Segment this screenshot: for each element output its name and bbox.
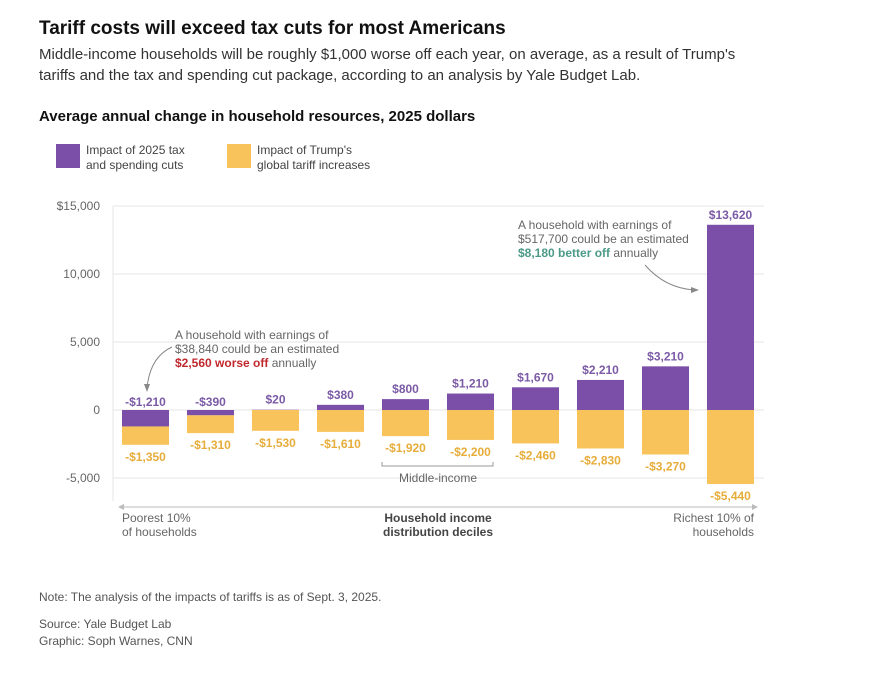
- bar-tariff-decile-6: [447, 410, 494, 440]
- x-axis-right-label-2: households: [693, 525, 754, 539]
- label-tax-decile-3: $20: [265, 393, 285, 407]
- bar-tariff-decile-7: [512, 410, 559, 444]
- label-tax-decile-6: $1,210: [452, 377, 489, 391]
- label-tariff-decile-3: -$1,530: [255, 436, 296, 450]
- bar-chart: $15,000 10,000 5,000 0 -5,000 -$1,210 -$1,350…: [57, 199, 764, 539]
- bar-tax-decile-5: [382, 399, 429, 410]
- annotation-poorest-line-2: $38,840 could be an estimated: [175, 342, 339, 356]
- label-tariff-decile-5: -$1,920: [385, 441, 426, 455]
- y-tick-label: $15,000: [57, 199, 101, 213]
- legend-swatch-tariff: [227, 144, 251, 168]
- label-tariff-decile-7: -$2,460: [515, 448, 556, 462]
- svg-text:$8,180 better off annually: $8,180 better off annually: [518, 246, 658, 260]
- legend-label-tariff: Impact of Trump's global tariff increases: [257, 143, 371, 172]
- bar-tariff-decile-1: [122, 426, 169, 445]
- bar-tariff-decile-4: [317, 410, 364, 432]
- headline: Tariff costs will exceed tax cuts for mo…: [39, 18, 506, 39]
- label-tariff-decile-1: -$1,350: [125, 450, 166, 464]
- x-axis-center-label-2: distribution deciles: [383, 525, 493, 539]
- chart-grid: $15,000 10,000 5,000 0 -5,000: [57, 199, 764, 502]
- bar-tariff-decile-2: [187, 415, 234, 434]
- chart-data-labels: -$1,210 -$1,350 -$390 -$1,310 $20 -$1,530 $380…: [125, 208, 752, 503]
- annotation-poorest-tail: annually: [268, 356, 316, 370]
- middle-income-bracket: Middle-income: [381, 462, 494, 485]
- label-tariff-decile-8: -$2,830: [580, 453, 621, 467]
- bar-tax-decile-6: [447, 393, 494, 410]
- x-axis-right-label-1: Richest 10% of: [673, 511, 754, 525]
- label-tax-decile-8: $2,210: [582, 363, 619, 377]
- bar-tariff-decile-3: [252, 410, 299, 431]
- x-axis-left-label-2: of households: [122, 525, 197, 539]
- label-tax-decile-9: $3,210: [647, 349, 684, 363]
- label-tax-decile-4: $380: [327, 388, 354, 402]
- bar-tax-decile-1: [122, 410, 169, 427]
- label-tax-decile-5: $800: [392, 382, 419, 396]
- label-tariff-decile-9: -$3,270: [645, 459, 686, 473]
- bar-tariff-decile-10: [707, 410, 754, 484]
- annotation-poorest: A household with earnings of $38,840 cou…: [144, 328, 339, 392]
- x-axis-left-label-1: Poorest 10%: [122, 511, 191, 525]
- label-tariff-decile-6: -$2,200: [450, 445, 491, 459]
- bar-tariff-decile-8: [577, 410, 624, 449]
- footer-graphic: Graphic: Soph Warnes, CNN: [39, 634, 193, 648]
- bar-tax-decile-9: [642, 366, 689, 410]
- svg-text:$2,560 worse off annually: $2,560 worse off annually: [175, 356, 316, 370]
- x-axis-arrow: [118, 504, 758, 510]
- annotation-poorest-arrow: [146, 346, 173, 389]
- bar-tariff-decile-5: [382, 410, 429, 437]
- chart-title: Average annual change in household resou…: [39, 108, 476, 125]
- annotation-richest-arrow: [644, 264, 695, 291]
- subtitle-line-1: Middle-income households will be roughly…: [39, 46, 736, 63]
- chart-bars: [122, 224, 754, 484]
- label-tariff-decile-4: -$1,610: [320, 437, 361, 451]
- annotation-poorest-line-1: A household with earnings of: [175, 328, 329, 342]
- legend-swatch-tax: [56, 144, 80, 168]
- bar-tax-decile-4: [317, 404, 364, 410]
- bar-tax-decile-8: [577, 379, 624, 410]
- annotation-richest-tail: annually: [610, 246, 658, 260]
- label-tax-decile-7: $1,670: [517, 370, 554, 384]
- annotation-richest: A household with earnings of $517,700 co…: [518, 218, 699, 293]
- footer-note: Note: The analysis of the impacts of tar…: [39, 590, 382, 604]
- y-tick-label: 10,000: [63, 267, 100, 281]
- middle-income-label: Middle-income: [399, 471, 477, 485]
- y-tick-label: 0: [93, 403, 100, 417]
- bar-tax-decile-2: [187, 410, 234, 416]
- label-tariff-decile-2: -$1,310: [190, 438, 231, 452]
- legend-label-tax: Impact of 2025 tax and spending cuts: [86, 143, 185, 172]
- annotation-poorest-highlight: $2,560 worse off: [175, 356, 269, 370]
- label-tax-decile-2: -$390: [195, 395, 226, 409]
- y-tick-label: -5,000: [66, 471, 100, 485]
- bar-tax-decile-7: [512, 387, 559, 410]
- bar-tariff-decile-9: [642, 410, 689, 455]
- footer-source: Source: Yale Budget Lab: [39, 617, 172, 631]
- subtitle: Middle-income households will be roughly…: [39, 44, 769, 86]
- x-axis-center-label-1: Household income: [384, 511, 492, 525]
- label-tax-decile-10: $13,620: [709, 208, 753, 222]
- label-tax-decile-1: -$1,210: [125, 395, 166, 409]
- subtitle-line-2: tariffs and the tax and spending cut pac…: [39, 67, 641, 84]
- annotation-richest-line-1: A household with earnings of: [518, 218, 672, 232]
- bar-tax-decile-10: [707, 224, 754, 410]
- annotation-richest-line-2: $517,700 could be an estimated: [518, 232, 689, 246]
- annotation-richest-highlight: $8,180 better off: [518, 246, 611, 260]
- y-tick-label: 5,000: [70, 335, 100, 349]
- label-tariff-decile-10: -$5,440: [710, 489, 751, 503]
